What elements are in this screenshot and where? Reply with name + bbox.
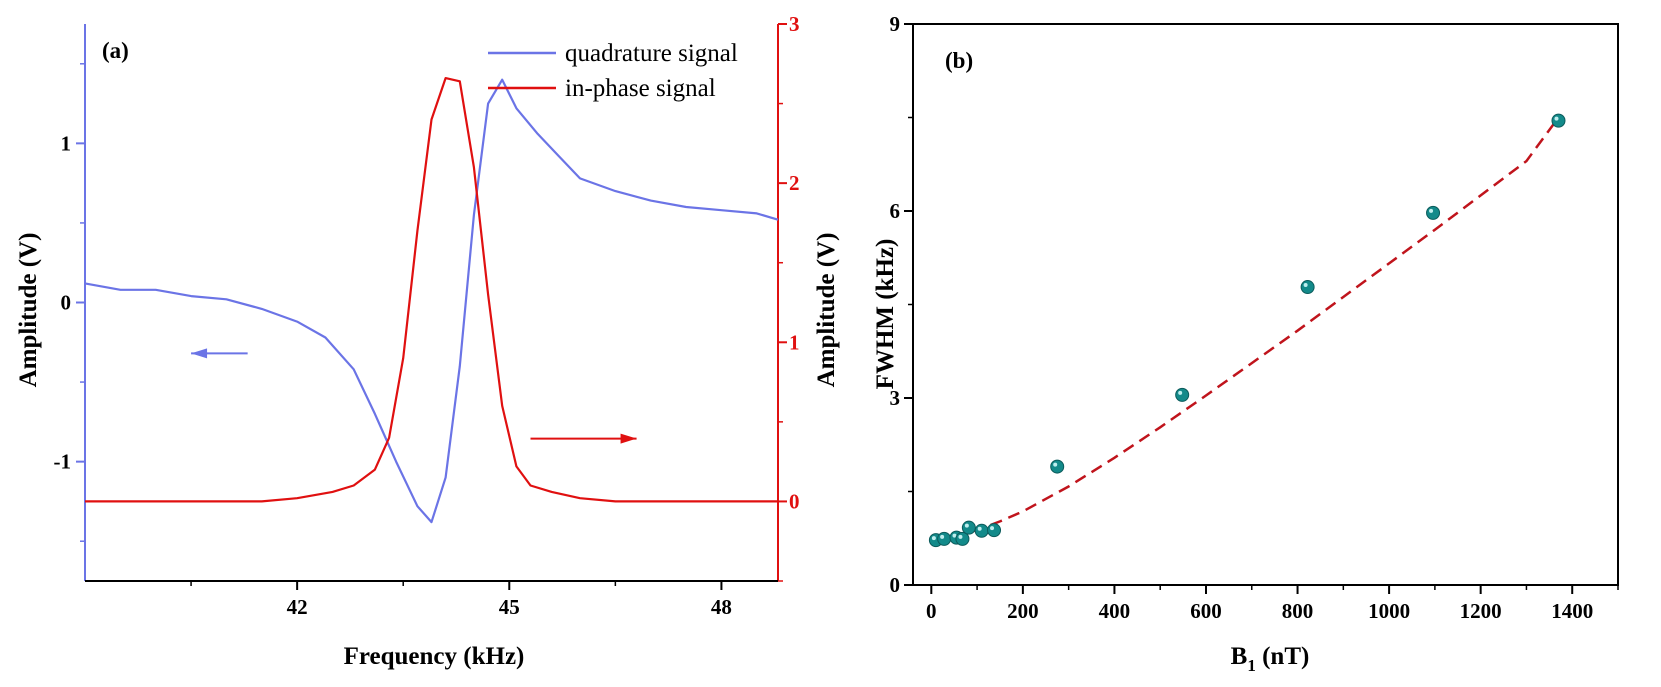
panel-a-ylabel-left: Amplitude (V): [15, 233, 42, 388]
data-point-highlight: [1053, 462, 1058, 467]
panel-a-ylabel-right: Amplitude (V): [813, 233, 840, 388]
panel-b-x-tick-label: 600: [1190, 599, 1222, 623]
data-point-highlight: [977, 526, 982, 531]
panel-a-annotations: [191, 348, 637, 444]
data-point-highlight: [1178, 390, 1183, 395]
data-point-highlight: [964, 523, 969, 528]
panel-b-x-tick-label: 1400: [1551, 599, 1593, 623]
panel-b-x-tick-label: 800: [1282, 599, 1314, 623]
panel-a-ticks: 42 45 48 -1 0 1 0 1 2 3: [54, 12, 800, 619]
panel-a-axes: [84, 24, 779, 582]
panel-b: 0 200 400 600 800 1000 1200 1400 0 3 6 9 (b) B1 (nT…: [872, 12, 1619, 675]
panel-b-y-tick-label: 9: [890, 12, 901, 36]
legend-in-phase-label: in-phase signal: [565, 75, 716, 102]
data-point-highlight: [958, 534, 963, 539]
panel-b-fit: [935, 116, 1560, 542]
data-point-highlight: [940, 534, 945, 539]
data-point: [1551, 113, 1566, 128]
panel-a-xlabel: Frequency (kHz): [344, 643, 525, 670]
panel-a-x-tick-label: 42: [287, 595, 308, 619]
panel-b-y-tick-label: 6: [890, 199, 901, 223]
panel-a-x-tick-label: 45: [499, 595, 520, 619]
panel-a-right-tick-label: 0: [789, 489, 800, 513]
panel-b-x-tick-label: 400: [1099, 599, 1131, 623]
panel-a-right-tick-label: 2: [789, 171, 800, 195]
panel-b-x-tick-label: 1200: [1460, 599, 1502, 623]
data-point-highlight: [1429, 208, 1434, 213]
data-point: [937, 531, 952, 546]
panel-b-label: (b): [945, 48, 973, 73]
panel-a-legend: quadrature signal in-phase signal: [488, 40, 738, 102]
panel-b-x-tick-label: 0: [926, 599, 937, 623]
panel-b-xlabel-main: B: [1231, 643, 1248, 670]
panel-b-y-tick-label: 3: [890, 386, 901, 410]
data-point-highlight: [952, 533, 957, 538]
data-point-highlight: [931, 536, 936, 541]
panel-b-x-tick-label: 1000: [1368, 599, 1410, 623]
panel-b-ylabel: FWHM (kHz): [872, 239, 899, 390]
data-point-highlight: [1303, 283, 1308, 288]
data-point: [1050, 459, 1065, 474]
panel-a-series: [84, 76, 779, 524]
panel-b-points: [928, 113, 1566, 548]
data-point-highlight: [990, 526, 995, 531]
panel-b-ticks: 0 200 400 600 800 1000 1200 1400 0 3 6 9: [890, 12, 1619, 623]
panel-b-xlabel: B1 (nT): [1231, 643, 1310, 675]
in-phase-signal-line: [85, 76, 778, 503]
quadrature-signal-line: [84, 78, 779, 524]
left-arrow-head: [191, 348, 208, 359]
data-point: [1426, 205, 1441, 220]
data-point: [961, 520, 976, 535]
data-point: [974, 523, 989, 538]
panel-a-left-tick-label: -1: [54, 450, 72, 474]
data-point: [987, 523, 1002, 538]
panel-b-axes: [912, 23, 1619, 586]
panel-a-left-tick-label: 1: [61, 131, 72, 155]
panel-b-x-tick-label: 200: [1007, 599, 1039, 623]
panel-b-frame: [912, 23, 1619, 586]
panel-a-right-tick-label: 1: [789, 330, 800, 354]
panel-a-x-tick-label: 48: [711, 595, 732, 619]
panel-a-right-tick-label: 3: [789, 12, 800, 36]
panel-a-label: (a): [102, 38, 129, 63]
panel-a-left-tick-label: 0: [61, 291, 72, 315]
panel-b-xlabel-unit: (nT): [1256, 643, 1309, 670]
panel-a: 42 45 48 -1 0 1 0 1 2 3 (a) quadrature signal in-…: [15, 12, 840, 670]
legend-quadrature-label: quadrature signal: [565, 40, 738, 67]
panel-b-y-tick-label: 0: [890, 573, 901, 597]
data-point: [1175, 387, 1190, 402]
fit-dashed-line: [935, 116, 1560, 542]
data-point-highlight: [1554, 116, 1559, 121]
data-point: [1300, 280, 1315, 295]
panel-b-xlabel-sub: 1: [1247, 656, 1256, 675]
right-arrow-head: [620, 433, 637, 444]
